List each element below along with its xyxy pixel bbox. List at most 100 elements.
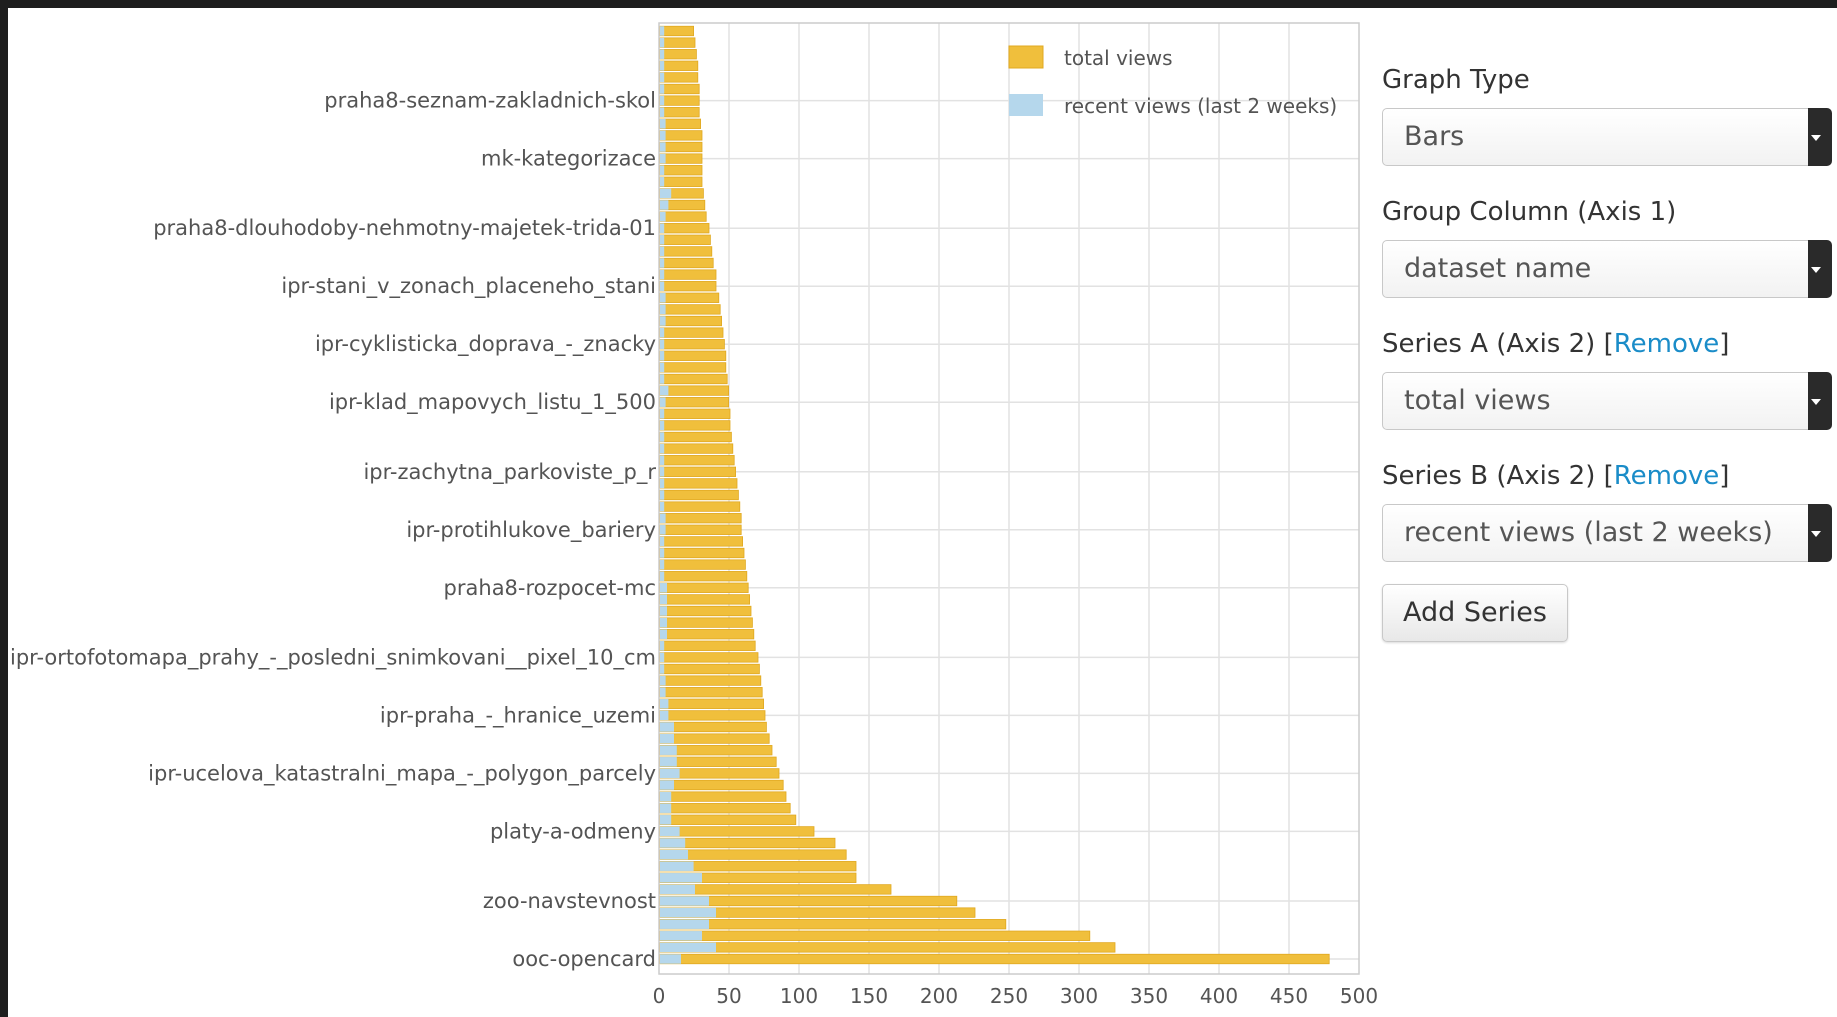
recent-views-bar xyxy=(660,849,688,860)
y-tick-label: ipr-praha_-_hranice_uzemi xyxy=(380,703,656,728)
total-views-bar xyxy=(659,397,729,408)
total-views-bar xyxy=(659,675,762,686)
total-views-bar xyxy=(659,547,745,559)
recent-views-bar xyxy=(660,513,666,523)
total-views-bar xyxy=(659,315,722,327)
y-tick-label: zoo-navstevnost xyxy=(483,889,656,913)
recent-views-bar xyxy=(660,223,665,233)
total-views-bar xyxy=(659,489,739,501)
recent-views-bar xyxy=(660,246,665,257)
series-a-select[interactable]: total views xyxy=(1382,372,1832,430)
x-tick-label: 200 xyxy=(920,984,958,1008)
recent-views-bar xyxy=(660,432,665,442)
total-views-bar xyxy=(659,953,1330,965)
total-views-bar xyxy=(659,130,703,141)
select-arrow-icon[interactable] xyxy=(1808,240,1832,298)
select-arrow-icon[interactable] xyxy=(1808,504,1832,562)
recent-views-bar xyxy=(660,443,665,454)
total-views-bar xyxy=(659,408,731,419)
group-column-select[interactable]: dataset name xyxy=(1382,240,1832,298)
x-tick-label: 150 xyxy=(850,984,888,1008)
total-views-bar xyxy=(659,176,703,187)
total-views-bar xyxy=(659,385,729,396)
recent-views-bar xyxy=(660,780,674,790)
total-views-bar xyxy=(659,663,760,675)
total-views-bar xyxy=(659,513,742,524)
recent-views-bar xyxy=(660,165,665,175)
recent-views-bar xyxy=(660,919,709,929)
recent-views-bar xyxy=(660,153,666,164)
recent-views-bar xyxy=(660,397,666,407)
total-views-bar xyxy=(659,95,700,106)
series-a-label: Series A (Axis 2) [Remove] xyxy=(1382,324,1837,364)
graph-type-value: Bars xyxy=(1404,121,1465,152)
legend-label-recent-views: recent views (last 2 weeks) xyxy=(1064,94,1337,118)
total-views-bar xyxy=(659,25,694,37)
total-views-bar xyxy=(659,165,703,176)
total-views-bar xyxy=(659,501,741,512)
recent-views-bar xyxy=(660,200,669,210)
series-b-value: recent views (last 2 weeks) xyxy=(1404,517,1773,548)
total-views-bar xyxy=(659,373,728,385)
total-views-bar xyxy=(659,582,749,593)
total-views-bar xyxy=(659,466,736,477)
recent-views-bar xyxy=(660,385,669,396)
y-tick-label: praha8-dlouhodoby-nehmotny-majetek-trida… xyxy=(153,216,656,240)
recent-views-bar xyxy=(660,327,665,338)
total-views-bar xyxy=(659,49,697,60)
total-views-bar xyxy=(659,37,696,48)
legend-swatch-recent-views xyxy=(1009,94,1043,116)
total-views-bar xyxy=(659,710,766,721)
series-b-label: Series B (Axis 2) [Remove] xyxy=(1382,456,1837,496)
total-views-bar xyxy=(659,524,742,535)
select-arrow-icon[interactable] xyxy=(1808,372,1832,430)
recent-views-bar xyxy=(660,235,665,245)
recent-views-bar xyxy=(660,675,666,686)
graph-type-label: Graph Type xyxy=(1382,65,1530,95)
series-b-select[interactable]: recent views (last 2 weeks) xyxy=(1382,504,1832,562)
total-views-bar xyxy=(659,942,1116,953)
recent-views-bar xyxy=(660,594,667,605)
x-tick-label: 450 xyxy=(1270,984,1308,1008)
recent-views-bar xyxy=(660,896,709,906)
total-views-bar xyxy=(659,234,711,245)
recent-views-bar xyxy=(660,571,665,581)
recent-views-bar xyxy=(660,467,665,477)
total-views-bar xyxy=(659,721,767,733)
recent-views-bar xyxy=(660,95,665,106)
recent-views-bar xyxy=(660,362,665,373)
plot-border xyxy=(658,22,1360,975)
total-views-bar xyxy=(659,652,759,663)
recent-views-bar xyxy=(660,641,665,651)
x-tick-label: 250 xyxy=(990,984,1028,1008)
graph-type-select[interactable]: Bars xyxy=(1382,108,1832,166)
total-views-bar xyxy=(659,72,699,83)
group-column-value: dataset name xyxy=(1404,253,1592,284)
y-tick-label: ipr-ucelova_katastralni_mapa_-_polygon_p… xyxy=(148,761,656,786)
recent-views-bar xyxy=(660,710,669,721)
x-tick-label: 350 xyxy=(1130,984,1168,1008)
series-b-remove-link[interactable]: Remove xyxy=(1613,461,1720,491)
y-tick-label: platy-a-odmeny xyxy=(490,819,656,843)
y-tick-label: ipr-ortofotomapa_prahy_-_posledni_snimko… xyxy=(10,645,656,670)
recent-views-bar xyxy=(660,49,665,59)
total-views-bar xyxy=(659,478,738,489)
recent-views-bar xyxy=(660,954,681,964)
recent-views-bar xyxy=(660,629,667,639)
recent-views-bar xyxy=(660,455,665,465)
recent-views-bar xyxy=(660,652,665,663)
add-series-button[interactable]: Add Series xyxy=(1382,584,1568,642)
recent-views-bar xyxy=(660,559,665,570)
series-a-remove-link[interactable]: Remove xyxy=(1613,329,1720,359)
select-arrow-icon[interactable] xyxy=(1808,108,1832,166)
total-views-bar xyxy=(659,153,703,164)
recent-views-bar xyxy=(660,351,665,361)
total-views-bar xyxy=(659,629,755,640)
recent-views-bar xyxy=(660,37,665,48)
recent-views-bar xyxy=(660,548,665,558)
recent-views-bar xyxy=(660,211,666,222)
recent-views-bar xyxy=(660,130,666,141)
total-views-bar xyxy=(659,327,724,338)
total-views-bar xyxy=(659,246,713,257)
total-views-bar xyxy=(659,83,700,95)
